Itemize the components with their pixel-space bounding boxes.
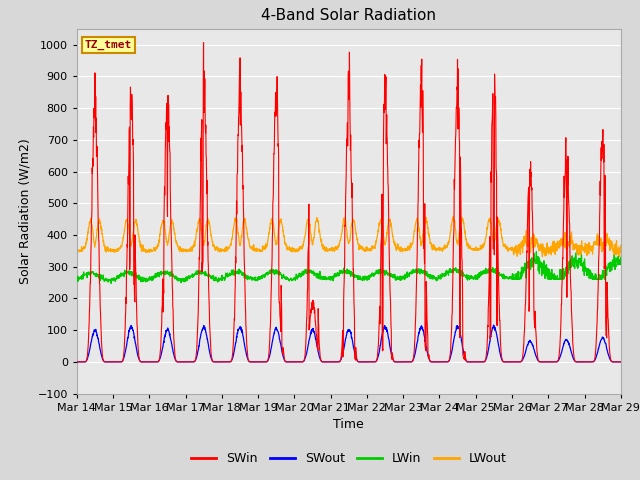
Title: 4-Band Solar Radiation: 4-Band Solar Radiation xyxy=(261,9,436,24)
Legend: SWin, SWout, LWin, LWout: SWin, SWout, LWin, LWout xyxy=(186,447,512,470)
Y-axis label: Solar Radiation (W/m2): Solar Radiation (W/m2) xyxy=(19,138,32,284)
Text: TZ_tmet: TZ_tmet xyxy=(85,40,132,50)
X-axis label: Time: Time xyxy=(333,418,364,431)
